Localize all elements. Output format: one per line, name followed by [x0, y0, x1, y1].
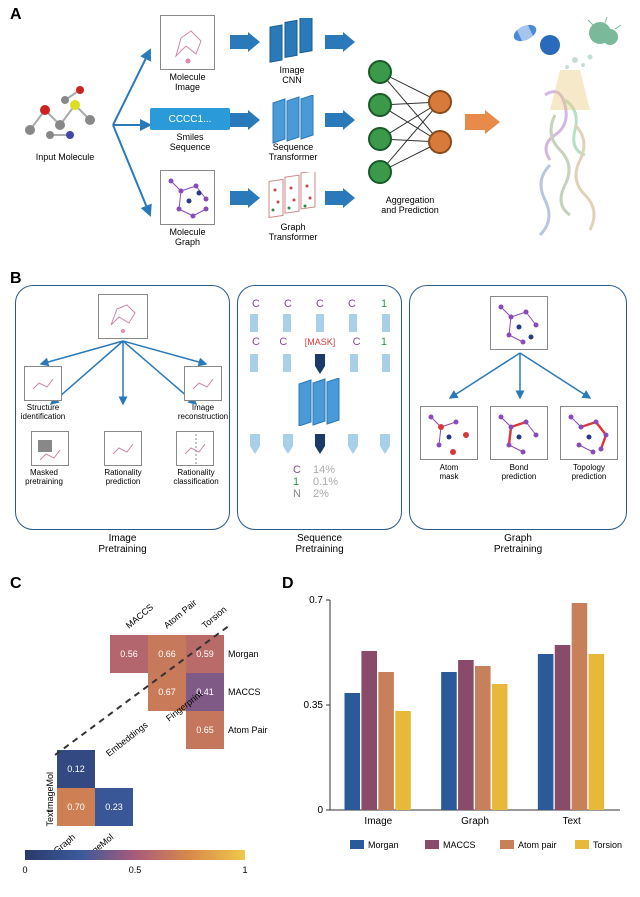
svg-text:0.12: 0.12 [67, 764, 85, 774]
aggregation-network [360, 52, 460, 192]
seq-top-row: CCCC1 [250, 298, 390, 310]
sequence-pretraining-label: Sequence Pretraining [237, 533, 402, 555]
atom-mask-box [420, 406, 478, 460]
input-molecule-label: Input Molecule [20, 152, 110, 162]
svg-text:0.23: 0.23 [105, 802, 123, 812]
svg-text:Atom Pair: Atom Pair [228, 725, 268, 735]
seq-transformer-mini [293, 378, 348, 426]
bar-chart-svg: 0 0.35 0.7 Image Graph Text Morgan MACCS Atom pa… [295, 590, 630, 870]
seq-bars-3 [250, 434, 390, 454]
protein-drug-cartoon [505, 15, 630, 245]
svg-text:0.59: 0.59 [196, 649, 214, 659]
svg-text:Morgan: Morgan [368, 840, 399, 850]
svg-text:Atom Pair: Atom Pair [162, 597, 199, 630]
graph-pre-arrows [430, 348, 610, 403]
smiles-box: CCCC1... [150, 108, 230, 130]
svg-text:0.66: 0.66 [158, 649, 176, 659]
masked-pre-label: Masked pretraining [16, 468, 72, 486]
topo-pred-label: Topology prediction [556, 463, 622, 481]
struct-id-box [24, 366, 62, 401]
svg-text:Graph: Graph [461, 816, 489, 827]
panel-b: Structure identification Image reconstru… [15, 285, 630, 565]
svg-text:0: 0 [22, 865, 27, 875]
svg-text:Embeddings: Embeddings [104, 720, 150, 759]
svg-text:0.35: 0.35 [304, 700, 324, 711]
input-molecule-3d [20, 80, 110, 150]
fat-arrow-5 [325, 110, 355, 130]
aggregation-label: Aggregation and Prediction [360, 195, 460, 215]
seq-transformer-label: Sequence Transformer [258, 142, 328, 162]
svg-text:Text: Text [562, 816, 581, 827]
colorbar: 00.51 [15, 845, 275, 885]
seq-bars-2 [250, 354, 390, 374]
svg-text:0.67: 0.67 [158, 687, 176, 697]
seq-out-rows: C14%10.1%N2% [293, 464, 338, 500]
sequence-pretraining-card: CCCC1 CC[MASK]C1 C14%10.1%N2% [237, 285, 402, 530]
svg-text:ImageMol: ImageMol [45, 772, 55, 812]
svg-text:Morgan: Morgan [228, 649, 259, 659]
rat-class-box [176, 431, 214, 466]
panel-d-chart: 0 0.35 0.7 Image Graph Text Morgan MACCS Atom pa… [295, 590, 630, 870]
fat-arrow-2 [230, 110, 260, 130]
svg-text:0: 0 [317, 805, 323, 816]
graph-pretraining-label: Graph Pretraining [409, 533, 627, 555]
svg-text:MACCS: MACCS [228, 687, 261, 697]
image-cnn-icon [265, 18, 320, 68]
seq-bars-1 [250, 314, 390, 332]
struct-id-label: Structure identification [16, 403, 70, 421]
panel-c: MACCSAtom PairTorsionMorganMACCSAtom Pai… [15, 590, 275, 890]
graph-pretraining-card: Atom mask Bond prediction Topology predi… [409, 285, 627, 530]
svg-text:0.5: 0.5 [129, 865, 142, 875]
svg-text:0.70: 0.70 [67, 802, 85, 812]
svg-text:0.56: 0.56 [120, 649, 138, 659]
svg-text:0.7: 0.7 [309, 595, 323, 606]
graph-transformer-label: Graph Transformer [258, 222, 328, 242]
topo-pred-box [560, 406, 618, 460]
fat-arrow-orange [465, 110, 500, 134]
svg-text:1: 1 [242, 865, 247, 875]
molecule-image-box [160, 15, 215, 70]
bond-pred-label: Bond prediction [486, 463, 552, 481]
fat-arrow-4 [325, 32, 355, 52]
panel-d-label: D [282, 575, 294, 593]
rat-pred-label: Rationality prediction [94, 468, 152, 486]
panel-a: Input Molecule Molecule Image CCCC1... S… [20, 10, 630, 270]
heatmap: MACCSAtom PairTorsionMorganMACCSAtom Pai… [15, 590, 275, 850]
svg-text:0.65: 0.65 [196, 725, 214, 735]
seq-transformer-icon [265, 95, 320, 145]
molecule-graph-box [160, 170, 215, 225]
rat-class-label: Rationality classification [166, 468, 226, 486]
svg-text:Torsion: Torsion [200, 604, 229, 630]
fat-arrow-1 [230, 32, 260, 52]
image-cnn-label: Image CNN [262, 65, 322, 85]
atom-mask-label: Atom mask [416, 463, 482, 481]
svg-text:Torsion: Torsion [593, 840, 622, 850]
graph-transformer-icon [265, 172, 320, 222]
svg-text:Text: Text [45, 810, 55, 827]
img-recon-box [184, 366, 222, 401]
graph-pre-source [490, 296, 548, 350]
svg-text:Image: Image [364, 816, 392, 827]
svg-text:Atom pair: Atom pair [518, 840, 557, 850]
seq-mid-row: CC[MASK]C1 [250, 336, 390, 348]
image-pretraining-card: Structure identification Image reconstru… [15, 285, 230, 530]
bond-pred-box [490, 406, 548, 460]
smiles-label: Smiles Sequence [150, 132, 230, 152]
img-recon-label: Image reconstruction [174, 403, 232, 421]
fat-arrow-3 [230, 188, 260, 208]
img-pre-source [98, 294, 148, 339]
masked-pre-box [31, 431, 69, 466]
rat-pred-box [104, 431, 142, 466]
molecule-graph-label: Molecule Graph [150, 227, 225, 247]
svg-text:MACCS: MACCS [124, 602, 155, 631]
image-pretraining-label: Image Pretraining [15, 533, 230, 555]
molecule-image-label: Molecule Image [150, 72, 225, 92]
fat-arrow-6 [325, 188, 355, 208]
svg-text:MACCS: MACCS [443, 840, 476, 850]
